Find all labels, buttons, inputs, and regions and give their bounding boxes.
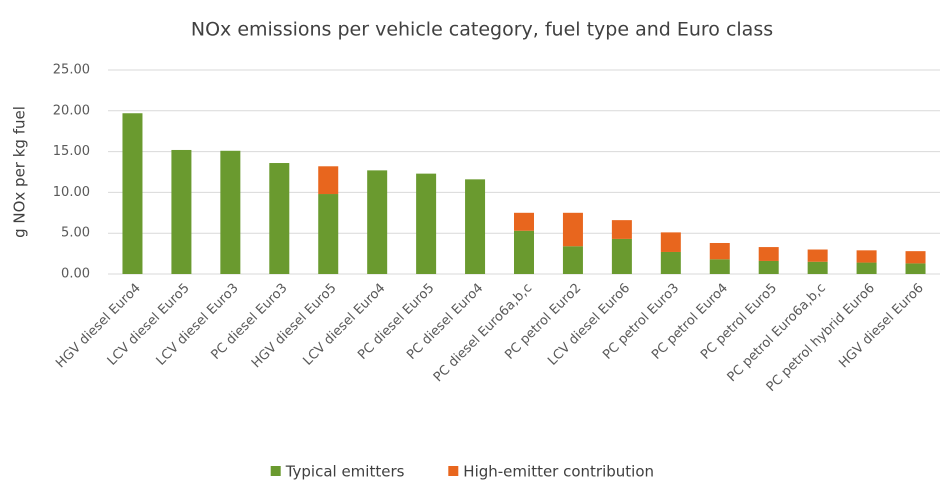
y-tick-label: 10.00: [53, 185, 90, 200]
x-tick-label: LCV diesel Euro4: [300, 281, 388, 369]
bar-segment: [465, 179, 486, 274]
legend-label: High-emitter contribution: [463, 463, 654, 481]
bar-segment: [171, 149, 192, 274]
x-tick-label: PC diesel Euro6a,b,c: [431, 281, 536, 386]
legend-swatch: [448, 466, 459, 476]
bar-segment: [367, 170, 388, 274]
bar-segment: [758, 260, 779, 274]
bar-segment: [122, 113, 143, 274]
bar-segment: [318, 194, 339, 274]
bar-segment: [611, 220, 632, 239]
y-tick-label: 5.00: [61, 226, 90, 241]
x-tick-label: LCV diesel Euro6: [545, 281, 633, 369]
y-axis-title: g NOx per kg fuel: [11, 106, 29, 238]
x-tick-label: LCV diesel Euro3: [154, 281, 242, 369]
x-tick-label: HGV diesel Euro6: [836, 281, 927, 372]
legend-swatch: [270, 466, 281, 476]
y-tick-label: 15.00: [53, 144, 90, 159]
bar-segment: [856, 250, 877, 263]
bar-segment: [611, 238, 632, 274]
bar-segment: [562, 212, 583, 247]
bar-segment: [660, 251, 681, 274]
bar-segment: [562, 246, 583, 274]
bar-segment: [269, 163, 290, 274]
bar-segment: [318, 166, 339, 195]
bar-segment: [709, 259, 730, 274]
bar-segment: [220, 150, 241, 274]
bar-segment: [709, 242, 730, 260]
bar-segment: [807, 261, 828, 274]
bar-segment: [514, 230, 534, 274]
x-tick-label: HGV diesel Euro5: [249, 281, 340, 372]
x-tick-label: HGV diesel Euro4: [53, 281, 144, 372]
x-tick-label: PC petrol Euro6a,b,c: [725, 281, 829, 385]
bar-segment: [514, 212, 534, 231]
x-tick-label: LCV diesel Euro5: [105, 281, 193, 369]
bar-segment: [905, 263, 926, 274]
bar-segment: [856, 262, 877, 274]
bar-segment: [416, 173, 437, 274]
y-tick-label: 25.00: [53, 63, 90, 78]
chart-title: NOx emissions per vehicle category, fuel…: [191, 19, 773, 41]
y-tick-label: 0.00: [61, 267, 90, 282]
bar-segment: [807, 249, 828, 262]
bar-segment: [905, 251, 926, 264]
bar-segment: [758, 247, 779, 261]
legend-label: Typical emitters: [285, 463, 405, 481]
bar-segment: [660, 232, 681, 252]
y-tick-label: 20.00: [53, 103, 90, 118]
